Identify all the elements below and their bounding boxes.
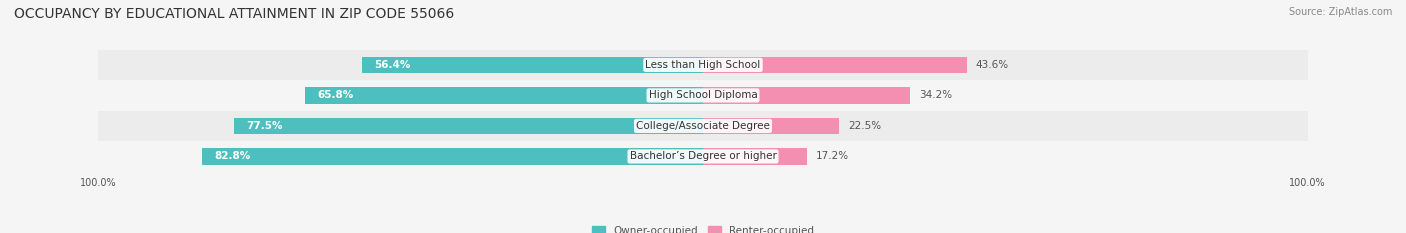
Bar bbox=[703, 87, 910, 104]
Text: Less than High School: Less than High School bbox=[645, 60, 761, 70]
Legend: Owner-occupied, Renter-occupied: Owner-occupied, Renter-occupied bbox=[592, 226, 814, 233]
Bar bbox=[202, 148, 703, 165]
Bar bbox=[703, 117, 839, 134]
Bar bbox=[361, 57, 703, 73]
Bar bbox=[98, 111, 1308, 141]
Bar bbox=[305, 87, 703, 104]
Text: OCCUPANCY BY EDUCATIONAL ATTAINMENT IN ZIP CODE 55066: OCCUPANCY BY EDUCATIONAL ATTAINMENT IN Z… bbox=[14, 7, 454, 21]
Bar bbox=[703, 148, 807, 165]
Text: 34.2%: 34.2% bbox=[920, 90, 952, 100]
Text: 17.2%: 17.2% bbox=[815, 151, 849, 161]
Text: 77.5%: 77.5% bbox=[246, 121, 283, 131]
Text: High School Diploma: High School Diploma bbox=[648, 90, 758, 100]
Text: 22.5%: 22.5% bbox=[848, 121, 882, 131]
Text: Source: ZipAtlas.com: Source: ZipAtlas.com bbox=[1288, 7, 1392, 17]
Text: Bachelor’s Degree or higher: Bachelor’s Degree or higher bbox=[630, 151, 776, 161]
Text: 65.8%: 65.8% bbox=[318, 90, 353, 100]
Bar bbox=[703, 57, 966, 73]
Bar bbox=[235, 117, 703, 134]
Bar bbox=[98, 50, 1308, 80]
Bar bbox=[98, 141, 1308, 172]
Text: 82.8%: 82.8% bbox=[215, 151, 250, 161]
Text: 43.6%: 43.6% bbox=[976, 60, 1008, 70]
Text: College/Associate Degree: College/Associate Degree bbox=[636, 121, 770, 131]
Bar bbox=[98, 80, 1308, 111]
Text: 56.4%: 56.4% bbox=[374, 60, 411, 70]
